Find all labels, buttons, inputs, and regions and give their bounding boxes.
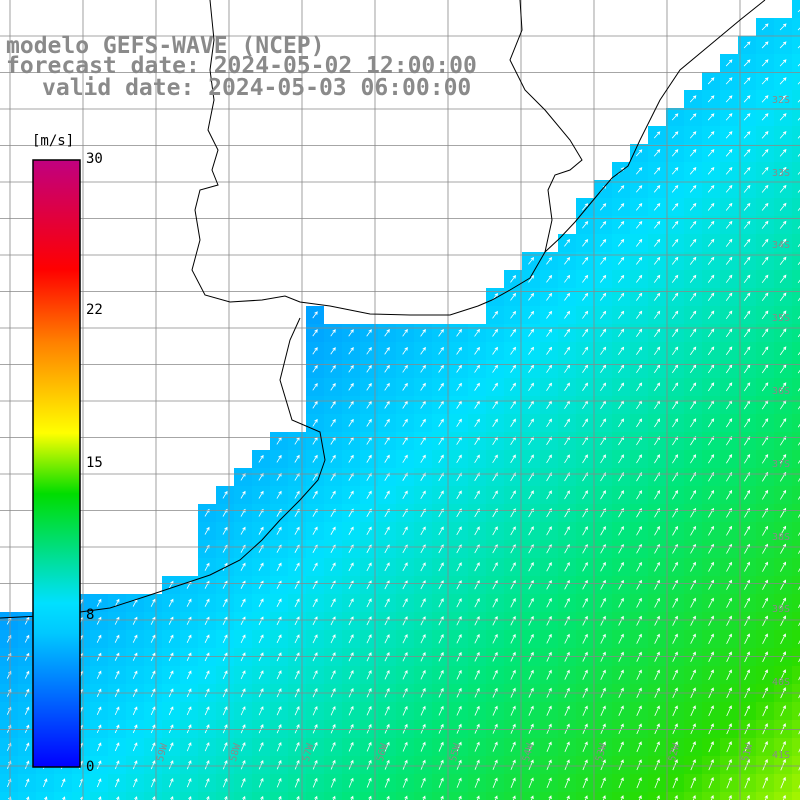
lat-label-40s: 40S bbox=[772, 677, 791, 688]
colorbar-units: [m/s] bbox=[32, 133, 75, 149]
lat-label-39s: 39S bbox=[772, 604, 791, 615]
coastline bbox=[191, 0, 766, 316]
lat-label-35s: 35S bbox=[772, 313, 791, 324]
colorbar-tick-0: 0 bbox=[86, 759, 95, 775]
wind-arrows bbox=[6, 9, 800, 800]
colorbar-tick-22: 22 bbox=[86, 302, 103, 318]
lat-label-38s: 38S bbox=[772, 532, 791, 543]
lat-label-32s: 32S bbox=[772, 95, 791, 106]
valid-date: valid date: 2024-05-03 06:00:00 bbox=[42, 75, 472, 101]
lat-label-34s: 34S bbox=[772, 240, 791, 251]
lat-label-36s: 36S bbox=[772, 386, 791, 397]
lat-label-37s: 37S bbox=[772, 459, 791, 470]
uruguay-border bbox=[509, 0, 583, 253]
argentina-coast bbox=[0, 317, 326, 619]
forecast-date: forecast date: 2024-05-02 12:00:00 bbox=[6, 53, 477, 79]
model-title: modelo GEFS-WAVE (NCEP) bbox=[6, 33, 325, 59]
colorbar-tick-8: 8 bbox=[86, 607, 95, 623]
lat-label-41s: 41S bbox=[772, 750, 791, 761]
colorbar-tick-30: 30 bbox=[86, 151, 103, 167]
colorbar-tick-15: 15 bbox=[86, 455, 103, 471]
lat-label-33s: 33S bbox=[772, 168, 791, 179]
